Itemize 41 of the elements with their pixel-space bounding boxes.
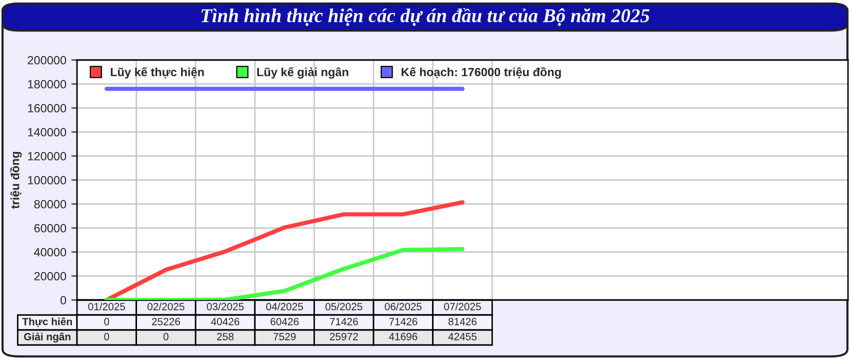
y-tick-label: 100000	[28, 176, 66, 184]
x-tick-label: 07/2025	[444, 302, 481, 310]
line-series	[104, 200, 465, 300]
legend-label: Lũy kế thực hiện	[110, 67, 204, 79]
chart-title: Tình hình thực hiện các dự án đầu tư của Bộ năm 2025	[201, 8, 650, 26]
data-label: 42455	[448, 332, 477, 340]
y-tick-label: 200000	[28, 56, 66, 64]
y-tick-label: 40000	[34, 248, 66, 256]
y-tick-label: 60000	[34, 224, 66, 232]
x-tick-label: 03/2025	[206, 302, 244, 310]
y-tick-label: 140000	[28, 128, 66, 136]
x-tick-label: 02/2025	[148, 302, 184, 310]
data-label: 71426	[330, 318, 358, 326]
data-label: 41696	[388, 332, 418, 340]
data-label: 258	[217, 332, 234, 340]
data-label: 25972	[330, 332, 358, 340]
legend-label: Kế hoạch: 176000 triệu đồng	[402, 67, 561, 79]
y-tick-label: 180000	[28, 80, 66, 88]
data-label: 0	[104, 332, 110, 340]
x-tick-label: 04/2025	[266, 302, 303, 310]
x-tick-label: 05/2025	[325, 302, 362, 310]
text: Giải ngân	[24, 332, 70, 342]
line-series	[104, 246, 465, 300]
y-tick-label: 20000	[34, 272, 66, 280]
y-axis-title: triệu đồng	[10, 152, 22, 209]
y-tick-label: 0	[60, 296, 66, 304]
x-tick-label: 06/2025	[384, 302, 422, 310]
x-tick-label: 01/2025	[88, 302, 126, 310]
y-tick-label: 80000	[34, 200, 66, 208]
data-label: 0	[104, 318, 110, 326]
data-label: 40426	[211, 318, 240, 326]
data-label: 60426	[270, 318, 299, 326]
data-label: 7529	[274, 332, 296, 340]
y-tick-label: 160000	[28, 104, 66, 112]
data-label: 0	[163, 332, 168, 340]
data-label: 71426	[389, 318, 418, 326]
data-label: 81426	[448, 318, 477, 326]
data-label: 25226	[152, 318, 180, 326]
y-tick-label: 120000	[28, 152, 66, 160]
text: Thực hiên	[22, 317, 72, 328]
legend-label: Lũy kế giải ngân	[257, 67, 348, 79]
